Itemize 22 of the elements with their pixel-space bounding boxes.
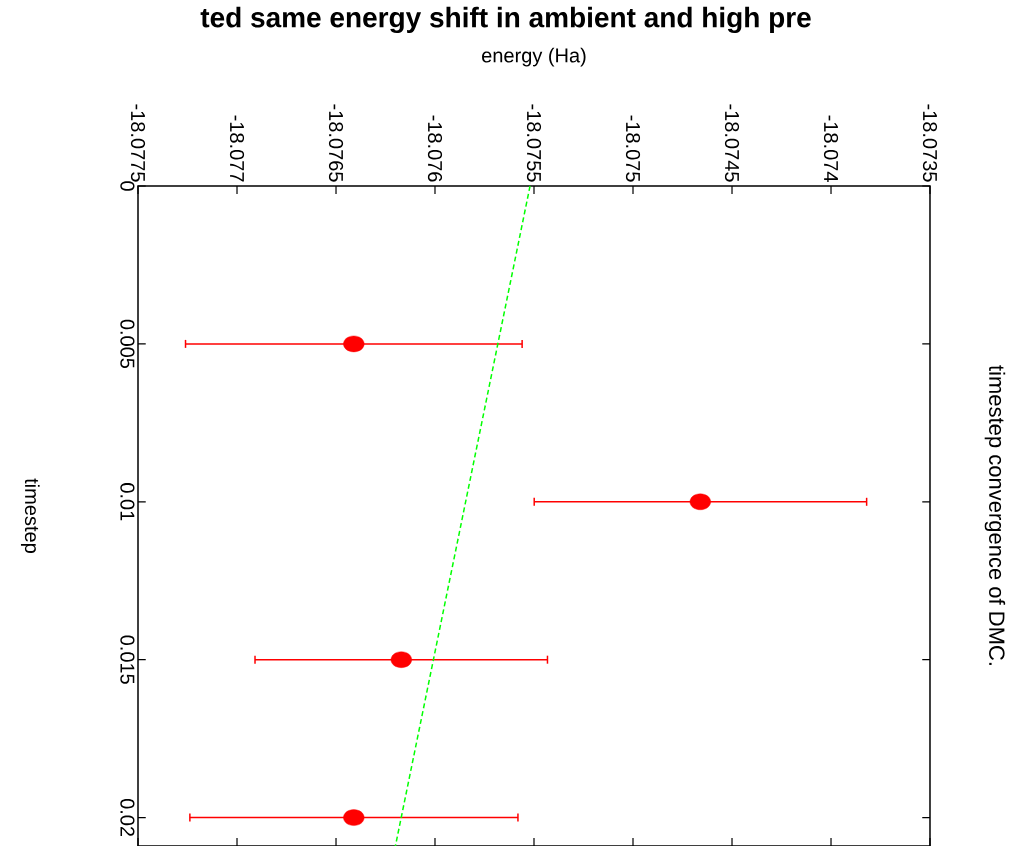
x-tick-label: -18.0745 <box>724 104 740 182</box>
y-axis-title: timestep <box>20 478 40 553</box>
point <box>390 651 412 668</box>
x-tick-label: -18.0755 <box>526 104 542 182</box>
x-tick-label: -18.0775 <box>130 104 146 182</box>
x-tick-label: -18.075 <box>625 115 641 182</box>
y-tick-label: 0.005 <box>120 319 135 369</box>
y-tick-label: 0.01 <box>120 483 135 521</box>
text: timestep convergence of DMC. <box>984 365 1006 665</box>
point <box>343 335 365 353</box>
x-tick-label: -18.0735 <box>922 104 938 182</box>
point <box>343 809 365 826</box>
x-axis-title: energy (Ha) <box>482 47 586 67</box>
y-tick-label: 0 <box>120 181 135 191</box>
point <box>689 493 711 510</box>
x-tick-label: -18.0765 <box>328 104 344 182</box>
x-tick-label: -18.077 <box>229 115 245 182</box>
x-tick-label: -18.076 <box>427 115 443 182</box>
x-tick-label: -18.074 <box>823 115 839 182</box>
text: ted same energy shift in ambient and high pre <box>200 6 811 34</box>
y-tick-label: 0.02 <box>120 798 135 837</box>
y-tick-label: 0.015 <box>120 635 135 684</box>
